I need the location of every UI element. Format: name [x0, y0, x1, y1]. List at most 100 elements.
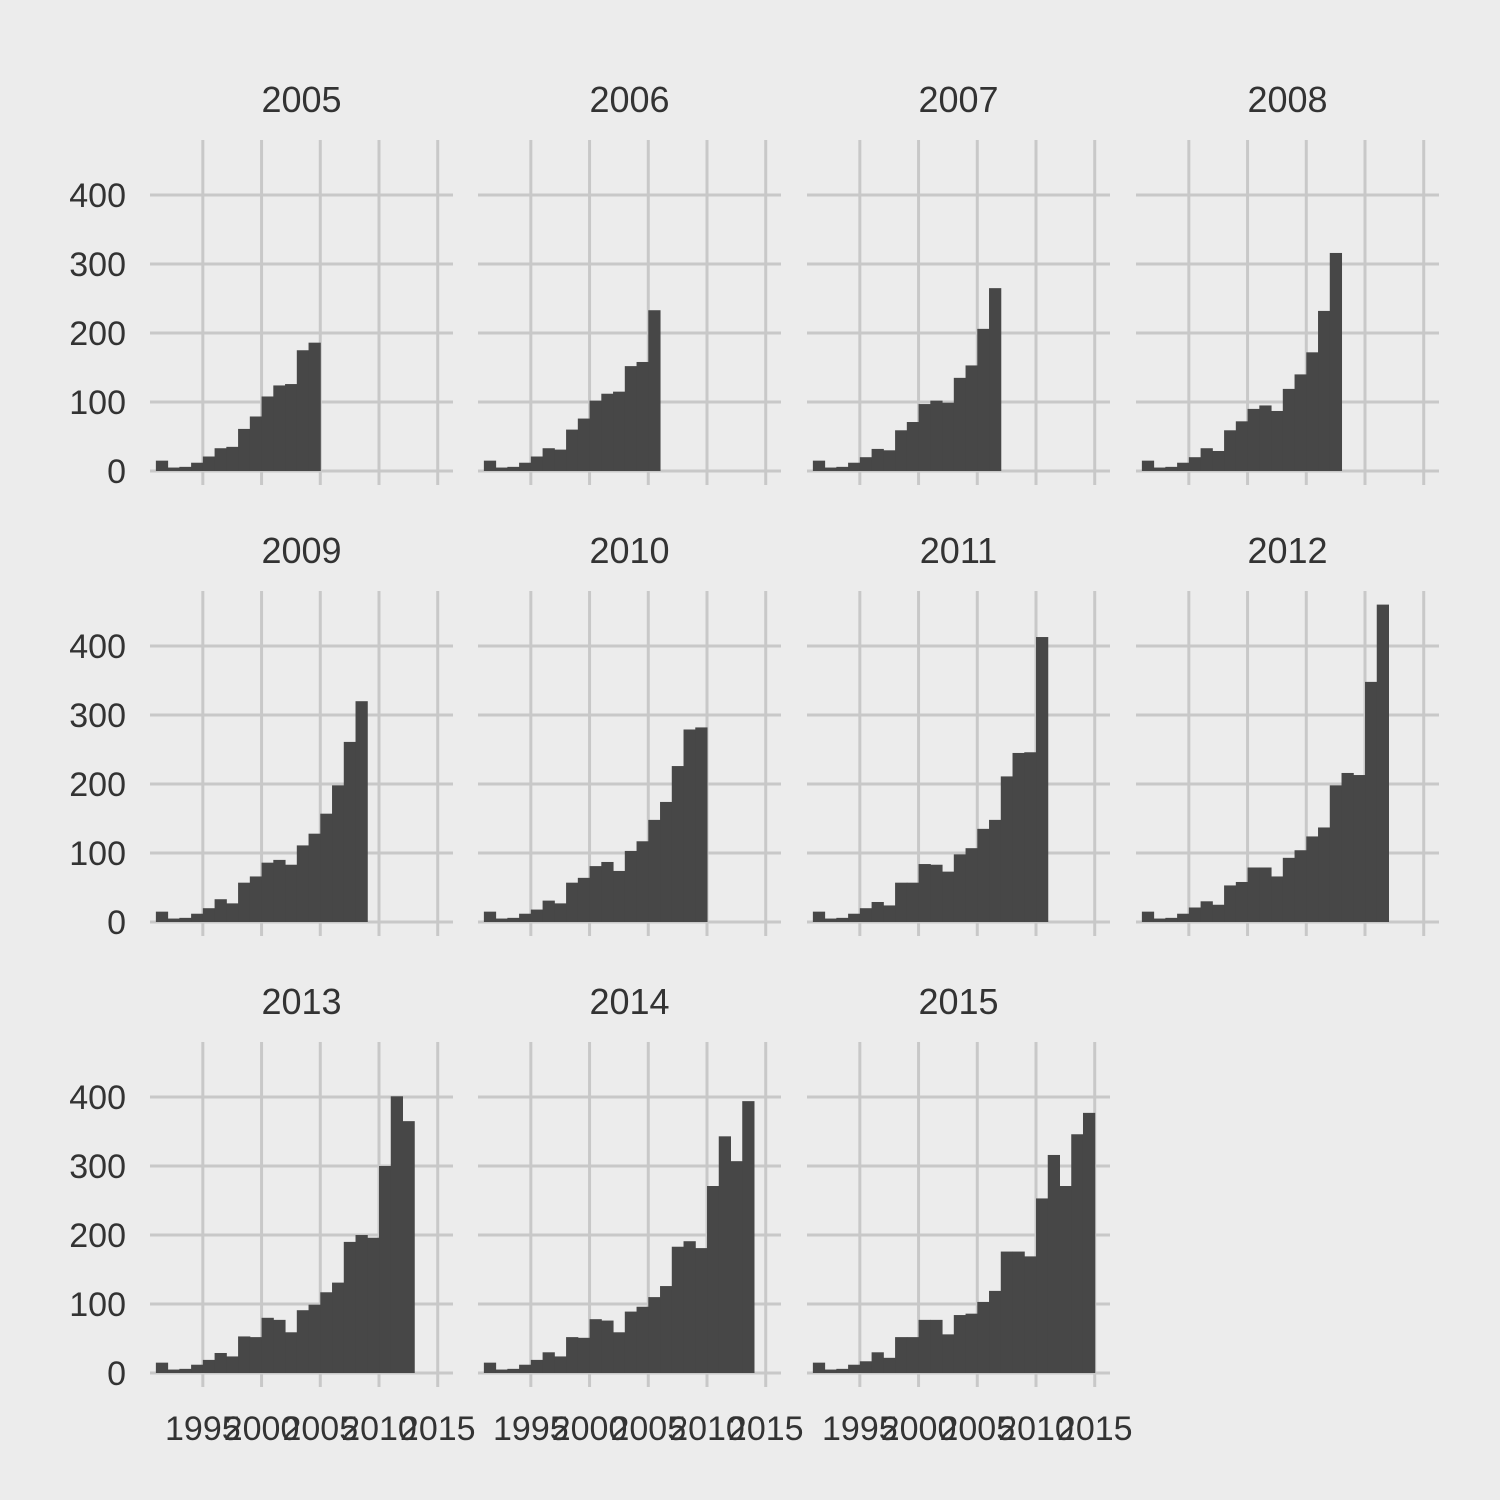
histogram-bar [554, 903, 567, 922]
y-tick-label: 200 [69, 766, 126, 804]
histogram-bar [495, 1369, 508, 1373]
histogram-bar [1329, 252, 1343, 471]
y-tick-label: 400 [69, 177, 126, 215]
facet-title: 2011 [920, 530, 997, 571]
histogram-bar [695, 1248, 708, 1373]
histogram-bar [977, 828, 990, 922]
histogram-bar [1012, 1251, 1025, 1373]
histogram-bar [636, 361, 649, 471]
histogram-bar [895, 430, 908, 471]
y-tick-label: 200 [69, 315, 126, 353]
x-tick-label: 2010 [998, 1410, 1074, 1448]
histogram-bar [918, 864, 931, 922]
histogram-bar [1071, 1134, 1084, 1373]
histogram-bar [953, 1315, 967, 1373]
histogram-bar [660, 1286, 673, 1373]
histogram-bar [1282, 857, 1296, 922]
y-tick-label: 300 [69, 697, 126, 735]
histogram-bar [1353, 775, 1366, 922]
histogram-bar [542, 448, 555, 471]
y-tick-label: 400 [69, 1079, 126, 1117]
histogram-bar [1047, 1154, 1060, 1373]
histogram-bar [273, 385, 286, 471]
histogram-bar [308, 342, 321, 471]
histogram-bar [942, 1334, 955, 1373]
histogram-bar [226, 446, 239, 471]
histogram-bar [1376, 604, 1389, 922]
histogram-bar [942, 871, 955, 922]
histogram-bar [707, 1186, 720, 1373]
histogram-bar [519, 1364, 532, 1373]
histogram-bar [883, 1357, 896, 1373]
histogram-bar [824, 467, 837, 471]
facet-panel-2006: 2006 [478, 79, 781, 485]
facet-title: 2013 [261, 981, 341, 1022]
histogram-bar [1200, 448, 1213, 471]
histogram-bar [179, 466, 192, 471]
histogram-bar [1294, 374, 1307, 471]
histogram-bar [332, 785, 345, 922]
histogram-bar [648, 819, 661, 922]
histogram-bar [624, 366, 638, 471]
histogram-bar [624, 1311, 638, 1373]
histogram-bar [285, 864, 298, 922]
histogram-bar [296, 1310, 310, 1373]
facet-panel-2005: 2005 0 100 200 300 400 [69, 79, 453, 491]
y-tick-label: 0 [107, 1355, 126, 1393]
histogram-bar [906, 422, 920, 471]
histogram-bar [613, 870, 626, 922]
histogram-bar [683, 1241, 696, 1373]
y-tick-label: 100 [69, 384, 126, 422]
x-tick-label: 2005 [610, 1410, 686, 1448]
histogram-bar [1024, 1256, 1037, 1373]
histogram-bar [671, 1246, 685, 1373]
histogram-bar [296, 350, 310, 471]
histogram-bar [214, 1352, 227, 1373]
histogram-bar [1188, 457, 1202, 471]
histogram-bar [402, 1121, 415, 1373]
facet-title: 2009 [261, 530, 341, 571]
facet-panel-2012: 2012 [1136, 530, 1439, 936]
facet-title: 2008 [1247, 79, 1327, 120]
y-tick-label: 100 [69, 835, 126, 873]
histogram-bar [824, 1369, 837, 1373]
facet-title: 2015 [918, 981, 998, 1022]
histogram-bar [379, 1166, 392, 1373]
histogram-bar [285, 384, 298, 471]
histogram-bar [859, 1361, 873, 1373]
histogram-bar [566, 429, 579, 471]
histogram-bar [871, 1352, 884, 1373]
histogram-bar [977, 1301, 990, 1373]
histogram-bar [742, 1101, 755, 1373]
histogram-bar [836, 1368, 849, 1373]
histogram-bar [953, 854, 967, 922]
histogram-bar [871, 448, 884, 471]
histogram-bar [730, 1161, 743, 1373]
y-tick-label: 0 [107, 453, 126, 491]
histogram-bar [1306, 352, 1319, 471]
histogram-bar [1012, 752, 1025, 922]
histogram-bar [683, 729, 696, 922]
histogram-bar [367, 1237, 380, 1373]
facet-panel-2007: 2007 [807, 79, 1110, 485]
histogram-bar [1165, 466, 1178, 471]
histogram-bar [613, 391, 626, 471]
facet-title: 2012 [1247, 530, 1327, 571]
histogram-bar [918, 404, 931, 471]
histogram-bar [390, 1096, 403, 1373]
x-tick-label: 2015 [400, 1410, 476, 1448]
histogram-bar [1235, 881, 1249, 922]
y-tick-label: 300 [69, 246, 126, 284]
histogram-bar [1036, 637, 1049, 922]
histogram-bar [1224, 430, 1237, 471]
histogram-bar [1165, 917, 1178, 922]
histogram-bar [202, 908, 216, 922]
histogram-bar [214, 899, 227, 922]
histogram-bar [1282, 388, 1296, 471]
histogram-bar [918, 1319, 931, 1373]
histogram-bar [191, 913, 204, 922]
histogram-bar [202, 456, 216, 471]
histogram-bar [836, 466, 849, 471]
